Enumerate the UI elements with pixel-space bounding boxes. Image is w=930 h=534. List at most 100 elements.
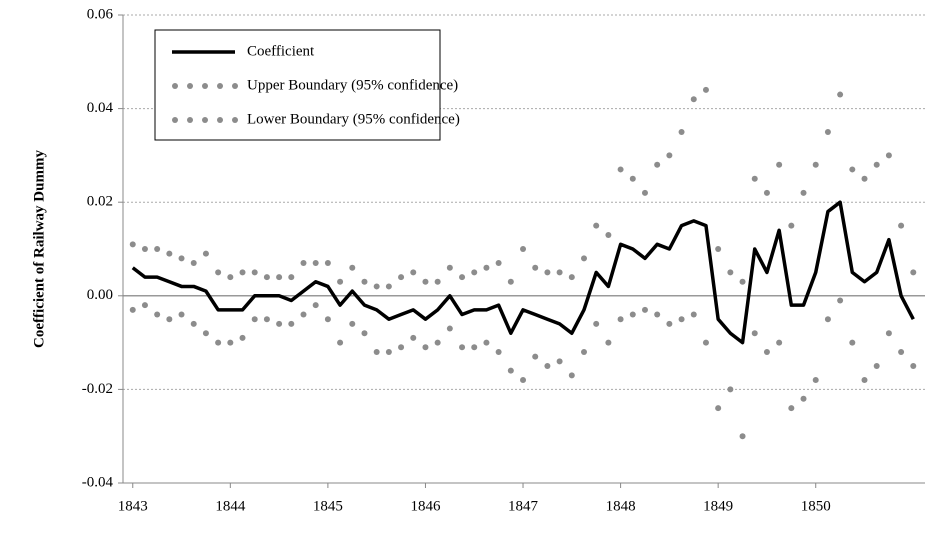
data-point: [398, 274, 405, 281]
data-point: [690, 311, 697, 318]
data-point: [471, 344, 478, 351]
y-tick-label: 0.00: [87, 287, 113, 303]
data-point: [166, 316, 173, 323]
data-point: [861, 175, 868, 182]
data-point: [520, 377, 527, 384]
x-tick-label: 1846: [410, 498, 441, 514]
data-point: [593, 222, 600, 229]
data-point: [239, 334, 246, 341]
data-point: [422, 278, 429, 285]
data-point: [666, 152, 673, 159]
data-point: [263, 274, 270, 281]
data-point: [251, 269, 258, 276]
data-point: [581, 255, 588, 262]
data-point: [202, 250, 209, 257]
data-point: [288, 320, 295, 327]
data-point: [471, 269, 478, 276]
x-tick-label: 1847: [508, 498, 539, 514]
data-point: [763, 189, 770, 196]
data-point: [678, 316, 685, 323]
y-axis-label: Coefficient of Railway Dummy: [31, 150, 47, 348]
y-tick-label: -0.04: [82, 474, 114, 490]
data-point: [885, 152, 892, 159]
legend-marker: [187, 83, 193, 89]
legend-marker: [217, 83, 223, 89]
legend-marker: [172, 117, 178, 123]
y-tick-label: 0.02: [87, 194, 113, 210]
data-point: [861, 377, 868, 384]
legend-label: Coefficient: [247, 43, 315, 59]
data-point: [190, 320, 197, 327]
data-point: [666, 320, 673, 327]
data-point: [373, 283, 380, 290]
data-point: [581, 348, 588, 355]
data-point: [361, 278, 368, 285]
data-point: [800, 189, 807, 196]
y-tick-label: 0.04: [87, 100, 114, 116]
data-point: [141, 246, 148, 252]
data-point: [898, 222, 905, 229]
data-point: [544, 363, 551, 369]
data-point: [702, 86, 709, 93]
x-tick-label: 1849: [703, 498, 733, 514]
data-point: [166, 250, 173, 257]
data-point: [337, 278, 344, 285]
data-point: [324, 316, 331, 323]
x-tick-label: 1848: [606, 498, 636, 514]
data-point: [385, 348, 392, 355]
data-point: [654, 311, 661, 318]
x-tick-label: 1844: [215, 498, 246, 514]
data-point: [434, 339, 441, 346]
data-point: [300, 311, 307, 318]
data-point: [532, 353, 539, 360]
data-point: [788, 405, 795, 412]
data-point: [398, 344, 405, 351]
data-point: [263, 316, 270, 323]
data-point: [202, 330, 209, 337]
data-point: [751, 330, 758, 337]
data-point: [824, 129, 831, 135]
data-point: [361, 330, 368, 337]
data-point: [410, 334, 417, 341]
data-point: [495, 260, 502, 267]
data-point: [337, 339, 344, 346]
data-point: [349, 320, 356, 327]
data-point: [434, 278, 441, 285]
data-point: [507, 278, 514, 285]
legend-label: Upper Boundary (95% confidence): [247, 77, 458, 93]
data-point: [812, 377, 819, 384]
data-point: [739, 278, 746, 285]
data-point: [251, 316, 258, 323]
data-point: [605, 339, 612, 346]
data-point: [898, 348, 905, 355]
legend-marker: [232, 117, 238, 123]
data-point: [532, 264, 539, 271]
data-point: [556, 358, 563, 365]
x-tick-label: 1845: [313, 498, 343, 514]
data-point: [446, 264, 453, 271]
data-point: [178, 255, 185, 262]
data-point: [141, 302, 148, 309]
data-point: [641, 306, 648, 313]
data-point: [324, 260, 331, 267]
data-point: [910, 269, 917, 276]
data-point: [824, 316, 831, 323]
data-point: [410, 269, 417, 276]
data-point: [568, 274, 575, 281]
legend-marker: [202, 117, 208, 123]
data-point: [483, 264, 490, 271]
data-point: [849, 339, 856, 346]
data-point: [678, 129, 685, 135]
data-point: [288, 274, 295, 281]
data-point: [495, 348, 502, 355]
data-point: [885, 330, 892, 337]
x-tick-label: 1843: [118, 498, 148, 514]
data-point: [129, 306, 136, 313]
y-tick-label: -0.02: [82, 381, 113, 397]
data-point: [300, 260, 307, 267]
data-point: [776, 339, 783, 346]
data-point: [312, 302, 319, 309]
data-point: [154, 311, 161, 318]
data-point: [190, 260, 197, 267]
